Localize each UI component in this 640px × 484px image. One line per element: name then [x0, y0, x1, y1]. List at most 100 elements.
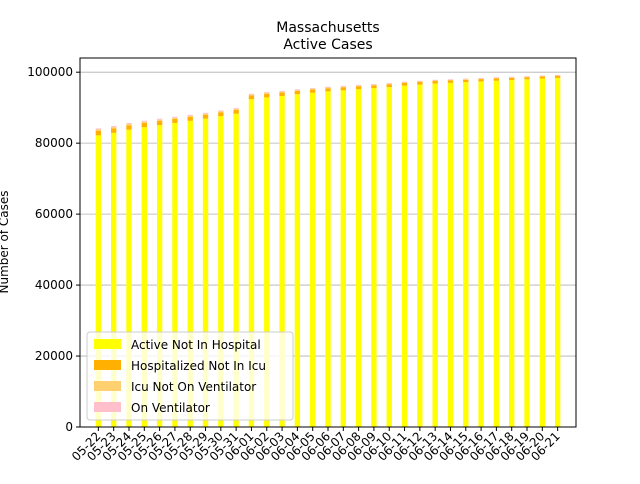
bar-segment — [141, 121, 147, 123]
bar-segment — [126, 125, 132, 130]
bar-segment — [447, 82, 454, 427]
bar-segment — [126, 124, 132, 126]
bar-segment — [156, 118, 163, 120]
bar-segment — [248, 99, 255, 428]
bar-segment — [417, 84, 423, 427]
bar-segment — [294, 89, 301, 91]
bar-segment — [325, 88, 331, 92]
bar-segment — [218, 116, 224, 427]
bar-segment — [432, 80, 438, 84]
bar-segment — [310, 88, 316, 89]
bar-segment — [401, 85, 408, 428]
bar-segment — [248, 94, 255, 96]
bar-segment — [264, 93, 270, 94]
bar-segment — [539, 76, 545, 77]
y-tick-label: 40000 — [35, 278, 73, 292]
bar-segment — [539, 78, 545, 427]
bar-segment — [279, 91, 285, 93]
bar-segment — [172, 118, 178, 123]
bar-segment — [202, 114, 209, 119]
bar-segment — [478, 77, 484, 79]
bar-segment — [172, 117, 178, 119]
bar-segment — [463, 82, 469, 427]
bar-segment — [509, 77, 515, 78]
bar-segment — [386, 83, 392, 84]
bar-segment — [111, 132, 117, 427]
bar-segment — [187, 116, 193, 121]
bar-segment — [554, 75, 561, 78]
chart-subtitle: Active Cases — [283, 37, 372, 53]
bar-segment — [172, 116, 178, 118]
legend-label: On Ventilator — [131, 401, 210, 415]
bar-segment — [126, 123, 132, 125]
bar-segment — [141, 122, 147, 128]
bar-segment — [218, 110, 224, 112]
bar-segment — [111, 126, 117, 128]
bar-segment — [202, 112, 209, 114]
bar-segment — [325, 86, 331, 88]
y-tick-label: 60000 — [35, 207, 73, 221]
bar-segment — [355, 86, 362, 90]
bar-segment — [340, 87, 346, 91]
bar-segment — [355, 85, 362, 87]
bar-segment — [417, 80, 423, 82]
bar-segment — [95, 129, 102, 131]
bar-segment — [233, 109, 239, 110]
legend-label: Hospitalized Not In Icu — [131, 359, 266, 373]
bar-segment — [325, 91, 331, 427]
legend-swatch — [94, 360, 121, 370]
bar-segment — [401, 81, 408, 83]
bar-segment — [187, 114, 193, 116]
legend-swatch — [94, 381, 121, 391]
bar-segment — [432, 79, 438, 81]
bar-segment — [478, 81, 484, 428]
bar-segment — [218, 112, 224, 117]
bar-segment — [111, 127, 117, 129]
legend-swatch — [94, 402, 121, 412]
bar-segment — [509, 76, 515, 78]
bar-segment — [554, 75, 561, 76]
bar-segment — [310, 92, 316, 428]
bar-segment — [340, 90, 346, 427]
bar-segment — [386, 83, 392, 85]
bar-segment — [493, 77, 500, 79]
bar-segment — [95, 135, 102, 427]
x-axis: 05-2205-2305-2405-2505-2605-2705-2805-29… — [69, 427, 563, 464]
bar-segment — [371, 88, 377, 427]
bar-segment — [248, 93, 255, 95]
bar-segment — [294, 90, 301, 91]
bar-segment — [156, 119, 163, 121]
bar-segment — [202, 113, 209, 115]
legend-label: Active Not In Hospital — [131, 338, 261, 352]
bar-segment — [294, 94, 301, 428]
bar-segment — [264, 92, 270, 94]
bar-segment — [478, 79, 484, 82]
bar-segment — [539, 76, 545, 79]
bar-segment — [264, 93, 270, 98]
bar-segment — [463, 79, 469, 83]
bars — [95, 74, 561, 428]
legend-label: Icu Not On Ventilator — [131, 380, 256, 394]
bar-segment — [524, 79, 530, 428]
bar-segment — [509, 79, 515, 427]
bar-segment — [524, 76, 530, 78]
bar-segment — [493, 77, 500, 78]
bar-segment — [524, 77, 530, 80]
bar-segment — [401, 82, 408, 86]
bar-segment — [355, 84, 362, 86]
bar-segment — [340, 85, 346, 87]
bar-segment — [279, 92, 285, 96]
bar-segment — [141, 120, 147, 122]
bar-segment — [371, 85, 377, 89]
bar-segment — [386, 87, 392, 427]
bar-segment — [141, 127, 147, 427]
bar-segment — [493, 78, 500, 81]
bar-segment — [264, 97, 270, 427]
bar-segment — [233, 113, 239, 428]
bar-segment — [493, 80, 500, 427]
bar-segment — [371, 83, 377, 85]
bar-segment — [187, 115, 193, 117]
bar-segment — [524, 76, 530, 77]
y-axis-label: Number of Cases — [0, 190, 11, 293]
bar-segment — [417, 81, 423, 82]
